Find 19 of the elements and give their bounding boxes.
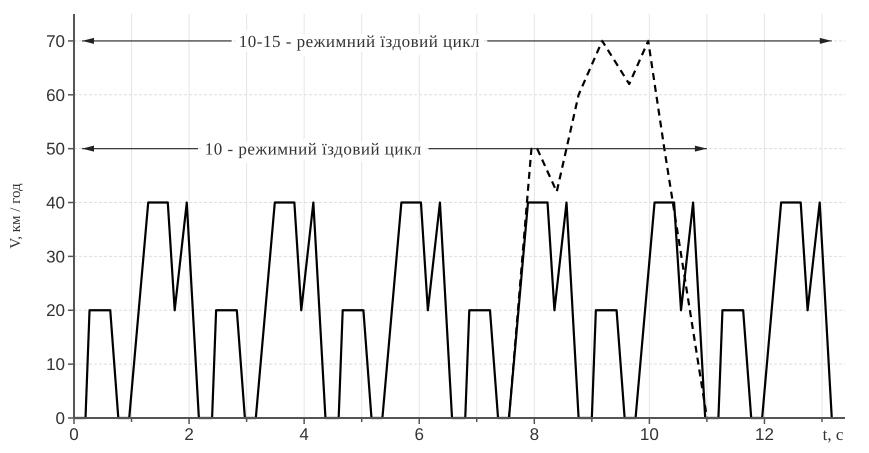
y-tick-label: 50 (46, 140, 65, 159)
y-axis-title: V, км / год (8, 182, 24, 249)
x-tick-label: 0 (69, 425, 79, 444)
x-tick-label: 8 (530, 425, 540, 444)
x-tick-label: 10 (640, 425, 659, 444)
y-tick-label: 60 (46, 86, 65, 105)
y-tick-label: 40 (46, 193, 65, 212)
y-tick-label: 10 (46, 355, 65, 374)
y-tick-label: 70 (46, 32, 65, 51)
annotation: 10 - режимний їздовий цикл (204, 140, 422, 159)
y-tick-label: 20 (46, 301, 65, 320)
annotation: 10-15 - режимний їздовий цикл (238, 32, 480, 51)
x-tick-label: 6 (414, 425, 424, 444)
x-tick-label: 2 (184, 425, 194, 444)
y-tick-label: 30 (46, 247, 65, 266)
x-axis-title: t, c (822, 425, 844, 444)
y-tick-label: 0 (56, 408, 65, 428)
x-tick-label: 12 (754, 425, 774, 444)
x-tick-label: 4 (299, 425, 309, 444)
